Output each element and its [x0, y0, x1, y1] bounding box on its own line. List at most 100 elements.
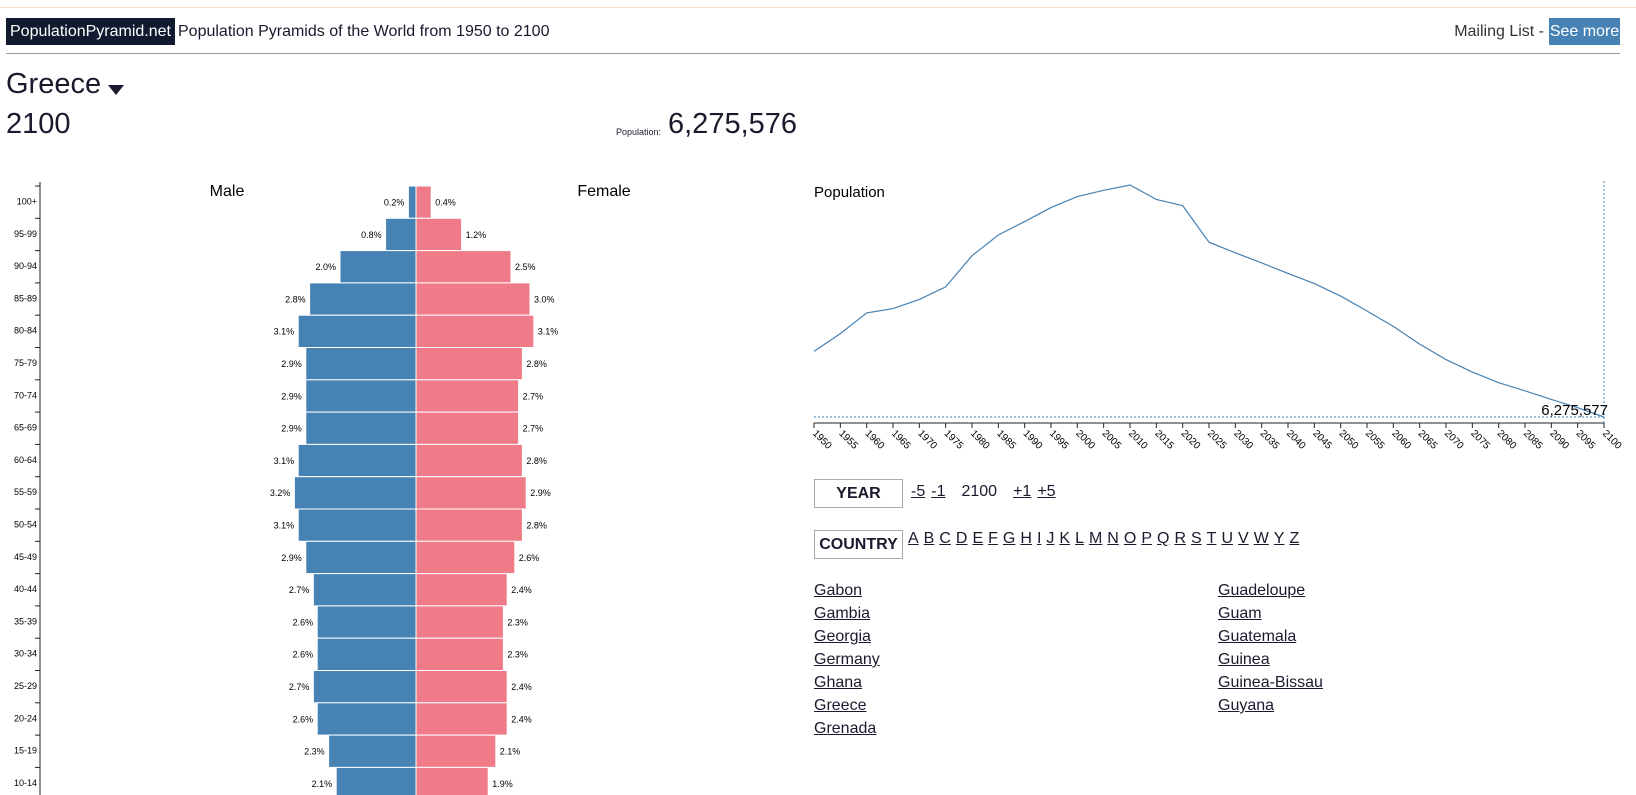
bar	[316, 702, 417, 736]
country-link[interactable]: Gambia	[814, 605, 871, 622]
year-step[interactable]: +1	[1013, 483, 1032, 500]
value-label: 2.6%	[293, 714, 314, 724]
country-link[interactable]: Germany	[814, 651, 880, 668]
country-label: COUNTRY	[814, 530, 903, 559]
bar	[415, 766, 489, 795]
country-link[interactable]: Grenada	[814, 720, 877, 737]
x-tick-label: 2005	[1100, 428, 1124, 452]
letter-link[interactable]: D	[955, 530, 968, 547]
bar	[415, 379, 520, 413]
value-label: 2.6%	[293, 650, 314, 660]
letter-link[interactable]: H	[1020, 530, 1032, 547]
value-label: 2.7%	[289, 585, 310, 595]
y-tick-label: 55-59	[14, 487, 37, 497]
value-label: 3.1%	[274, 456, 295, 466]
brand[interactable]: PopulationPyramid.net	[6, 18, 175, 45]
year-step[interactable]: +5	[1037, 483, 1056, 500]
country-link[interactable]: Guadeloupe	[1218, 582, 1306, 599]
letter-link[interactable]: J	[1046, 530, 1055, 547]
bar	[316, 605, 417, 639]
year-label: YEAR	[814, 479, 903, 508]
country-link[interactable]: Guinea-Bissau	[1218, 674, 1323, 691]
bar	[415, 540, 516, 575]
letter-link[interactable]: Z	[1289, 530, 1300, 547]
bar	[312, 670, 417, 704]
year-step[interactable]: -1	[931, 483, 946, 500]
bar	[339, 250, 417, 284]
bar	[415, 217, 463, 252]
x-tick-label: 2065	[1416, 428, 1440, 452]
value-label: 3.1%	[538, 327, 559, 337]
x-tick-label: 1995	[1047, 428, 1071, 452]
letter-link[interactable]: L	[1075, 530, 1084, 547]
y-tick-label: 95-99	[14, 229, 37, 239]
country-link[interactable]: Gabon	[814, 582, 863, 599]
letter-link[interactable]: N	[1107, 530, 1119, 547]
letter-link[interactable]: E	[972, 530, 984, 547]
population-label: Population:	[616, 127, 662, 137]
value-label: 2.8%	[285, 294, 306, 304]
bar	[335, 766, 417, 795]
letter-link[interactable]: V	[1238, 530, 1249, 547]
country-link[interactable]: Guinea	[1218, 651, 1270, 668]
line	[813, 184, 1605, 418]
letter-link[interactable]: I	[1036, 530, 1042, 547]
letter-link[interactable]: P	[1141, 530, 1152, 547]
y-tick-label: 90-94	[14, 261, 37, 271]
country-link[interactable]: Greece	[814, 697, 867, 714]
letter-link[interactable]: Y	[1273, 530, 1285, 547]
letter-link[interactable]: A	[908, 530, 919, 547]
dropdown-arrow[interactable]	[108, 85, 124, 95]
value-label: 2.9%	[530, 488, 551, 498]
letter-link[interactable]: Q	[1156, 530, 1170, 547]
letter-link[interactable]: U	[1221, 530, 1234, 547]
letter-link[interactable]: C	[939, 530, 951, 547]
letter-link[interactable]: B	[923, 530, 935, 547]
x-tick-label: 2030	[1231, 428, 1255, 452]
letter-link[interactable]: M	[1088, 530, 1103, 547]
country-link[interactable]: Guam	[1218, 605, 1262, 622]
value-label: 2.3%	[507, 617, 528, 627]
country-link[interactable]: Guatemala	[1218, 628, 1297, 645]
bar	[305, 540, 417, 575]
letter-link[interactable]: S	[1191, 530, 1202, 547]
bar	[297, 508, 417, 542]
current-value-label: 6,275,577	[1541, 402, 1608, 419]
value-label: 2.8%	[526, 456, 547, 466]
top-border	[0, 7, 1636, 8]
country-title[interactable]: Greece	[6, 68, 102, 100]
country-link[interactable]: Guyana	[1218, 697, 1275, 714]
letter-link[interactable]: W	[1253, 530, 1269, 547]
value-label: 2.4%	[511, 585, 532, 595]
mailing-list[interactable]: Mailing List -	[1454, 23, 1544, 40]
population-value: 6,275,576	[668, 108, 798, 140]
country-link[interactable]: Georgia	[814, 628, 871, 645]
letter-link[interactable]: O	[1123, 530, 1137, 547]
y-tick-label: 10-14	[14, 778, 37, 788]
x-tick-label: 2000	[1073, 428, 1097, 452]
country-list: Guadeloupe Guam Guatemala Guinea Guinea-Biss…	[1218, 582, 1323, 715]
value-label: 2.4%	[511, 714, 532, 724]
x-tick-label: 2075	[1468, 428, 1492, 452]
letter-link[interactable]: G	[1002, 530, 1016, 547]
year-title: 2100	[6, 108, 71, 140]
x-tick-label: 2015	[1152, 428, 1176, 452]
x-tick-label: 1960	[863, 428, 887, 452]
x-tick-label: 1955	[836, 428, 860, 452]
letter-link[interactable]: K	[1059, 530, 1071, 547]
see-more-button[interactable]: See more	[1549, 18, 1620, 45]
y-tick-label: 80-84	[14, 326, 37, 336]
letter-link[interactable]: T	[1206, 530, 1217, 547]
legend-label: Female	[577, 183, 630, 200]
y-tick-label: 65-69	[14, 423, 37, 433]
tagline: Population Pyramids of the World from 19…	[178, 23, 550, 40]
letter-link[interactable]: F	[988, 530, 998, 547]
y-tick-label: 45-49	[14, 552, 37, 562]
country-link[interactable]: Ghana	[814, 674, 863, 691]
x-tick-label: 2090	[1547, 428, 1571, 452]
letter-link[interactable]: R	[1174, 530, 1186, 547]
year-step[interactable]: -5	[911, 483, 926, 500]
value-label: 0.2%	[384, 198, 405, 208]
x-tick-label: 2080	[1495, 428, 1519, 452]
